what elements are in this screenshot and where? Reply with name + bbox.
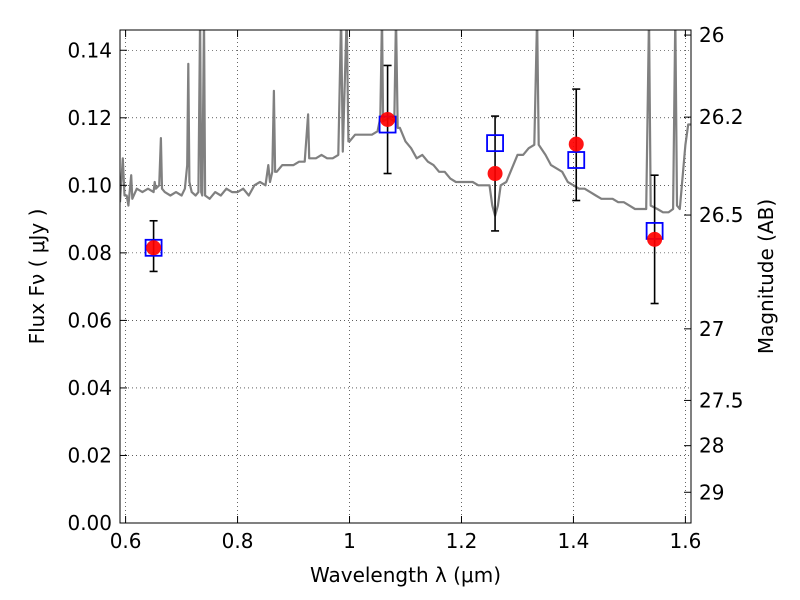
y-tick-label: 0.08	[67, 241, 112, 265]
plot-frame	[119, 29, 692, 524]
model-photometry-marker	[486, 134, 504, 153]
x-tick-label: 1	[343, 529, 356, 553]
y2-tick-label: 27.5	[699, 388, 744, 412]
model-photometry-marker	[144, 238, 163, 257]
x-tick-label: 1.2	[446, 529, 478, 553]
observed-marker	[647, 231, 663, 247]
observed-marker	[568, 136, 584, 152]
y-tick-label: 0.00	[67, 511, 112, 535]
y2-tick-label: 27	[699, 317, 724, 341]
y2-tick-label: 28	[699, 434, 724, 458]
model-photometry-marker	[567, 151, 586, 169]
observed-marker	[146, 240, 162, 256]
y2-tick-label: 26.5	[699, 203, 744, 227]
observed-marker	[487, 166, 503, 182]
y-axis-title: Flux Fν ( μJy )	[25, 209, 49, 345]
x-tick-label: 1.6	[669, 529, 701, 553]
spectrum-layer	[120, 30, 691, 217]
errorbar-layer	[149, 64, 659, 305]
x-tick-label: 1.4	[558, 529, 590, 553]
y-tick-label: 0.14	[67, 38, 112, 62]
x-tick-label: 0.6	[110, 529, 142, 553]
x-tick-label: 0.8	[222, 529, 254, 553]
y-tick-label: 0.04	[67, 376, 112, 400]
tick-layer: 0.6 0.8 1 1.2 1.4 1.6 0.00 0.02 0.04 0.06 0.08 0.10…	[67, 23, 743, 553]
observed-marker	[380, 111, 396, 127]
y-tick-label: 0.06	[67, 308, 112, 332]
y-tick-label: 0.10	[67, 173, 112, 197]
y2-axis-title: Magnitude (AB)	[754, 199, 778, 354]
y2-tick-label: 26	[699, 23, 724, 47]
grid	[120, 30, 691, 524]
x-axis-title: Wavelength λ (μm)	[310, 563, 501, 587]
y2-tick-label: 26.2	[699, 105, 744, 129]
marker-layer	[144, 111, 664, 257]
y-tick-label: 0.12	[67, 106, 112, 130]
spectrum-line	[120, 30, 691, 217]
y-tick-label: 0.02	[67, 443, 112, 467]
y2-tick-label: 29	[699, 480, 724, 504]
